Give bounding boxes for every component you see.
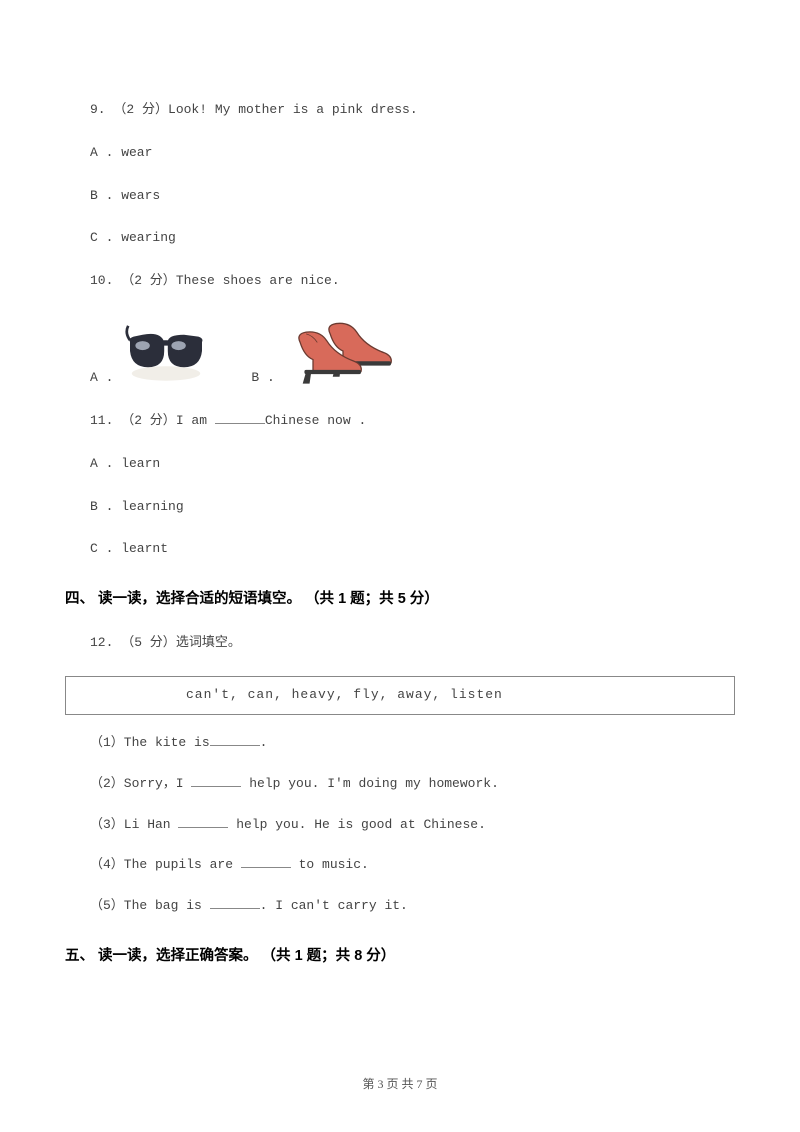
section-4-header: 四、 读一读，选择合适的短语填空。 （共 1 题；共 5 分） — [65, 588, 735, 611]
q9-option-a[interactable]: A . wear — [65, 143, 735, 164]
q12-5-blank[interactable] — [210, 897, 260, 909]
q12-4-after: to music. — [291, 857, 369, 872]
sunglasses-icon — [121, 314, 211, 389]
q10-optB-label: B . — [251, 368, 274, 389]
q11-option-b[interactable]: B . learning — [65, 497, 735, 518]
q12-4-blank[interactable] — [241, 856, 291, 868]
q12-2-blank[interactable] — [191, 775, 241, 787]
page-footer: 第 3 页 共 7 页 — [0, 1075, 800, 1092]
q12-4-before: （4）The pupils are — [90, 857, 241, 872]
q12-3-blank[interactable] — [178, 816, 228, 828]
q12-item-1: （1）The kite is. — [65, 733, 735, 754]
q11-before: I am — [176, 413, 215, 428]
q9-option-c[interactable]: C . wearing — [65, 228, 735, 249]
q12-item-3: （3）Li Han help you. He is good at Chines… — [65, 815, 735, 836]
q12-1-after: . — [260, 735, 268, 750]
q12-1-blank[interactable] — [210, 734, 260, 746]
q12-item-2: （2）Sorry，I help you. I'm doing my homewo… — [65, 774, 735, 795]
q11-blank[interactable] — [215, 412, 265, 424]
q10-image-options: A . B . — [65, 314, 735, 389]
q12-5-before: （5）The bag is — [90, 898, 210, 913]
question-11: 11. （2 分）I am Chinese now . — [65, 411, 735, 432]
q12-3-after: help you. He is good at Chinese. — [228, 817, 485, 832]
question-9: 9. （2 分）Look! My mother is a pink dress. — [65, 100, 735, 121]
word-bank: can't, can, heavy, fly, away, listen — [65, 676, 735, 715]
q12-5-after: . I can't carry it. — [260, 898, 408, 913]
q12-2-after: help you. I'm doing my homework. — [241, 776, 498, 791]
shoes-icon — [283, 314, 403, 389]
q9-text: Look! My mother is a pink dress. — [168, 102, 418, 117]
q12-1-before: （1）The kite is — [90, 735, 210, 750]
q10-optA-label: A . — [90, 368, 113, 389]
q12-prefix: 12. （5 分） — [90, 635, 176, 650]
q12-item-5: （5）The bag is . I can't carry it. — [65, 896, 735, 917]
q9-option-b[interactable]: B . wears — [65, 186, 735, 207]
q11-after: Chinese now . — [265, 413, 366, 428]
question-12: 12. （5 分）选词填空。 — [65, 633, 735, 654]
q10-option-b[interactable]: B . — [251, 314, 402, 389]
q10-text: These shoes are nice. — [176, 273, 340, 288]
page-content: 9. （2 分）Look! My mother is a pink dress.… — [65, 100, 735, 968]
q12-3-before: （3）Li Han — [90, 817, 178, 832]
q9-prefix: 9. （2 分） — [90, 102, 168, 117]
section-5-header: 五、 读一读，选择正确答案。 （共 1 题；共 8 分） — [65, 945, 735, 968]
q11-prefix: 11. （2 分） — [90, 413, 176, 428]
q10-prefix: 10. （2 分） — [90, 273, 176, 288]
q12-item-4: （4）The pupils are to music. — [65, 855, 735, 876]
q11-option-a[interactable]: A . learn — [65, 454, 735, 475]
q11-option-c[interactable]: C . learnt — [65, 539, 735, 560]
q12-text: 选词填空。 — [176, 635, 241, 650]
q12-2-before: （2）Sorry，I — [90, 776, 191, 791]
q10-option-a[interactable]: A . — [90, 314, 211, 389]
question-10: 10. （2 分）These shoes are nice. — [65, 271, 735, 292]
